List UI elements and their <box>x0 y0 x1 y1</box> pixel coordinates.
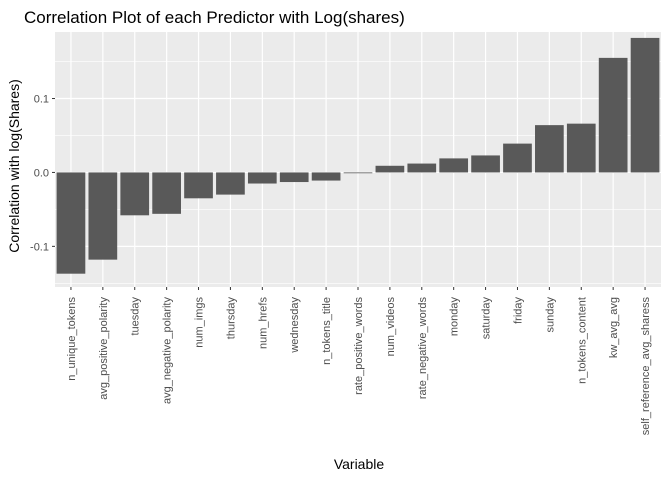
bar <box>279 172 309 183</box>
x-tick-label: avg_negative_polarity <box>162 297 174 405</box>
bar <box>120 172 150 216</box>
bar <box>247 172 277 184</box>
x-tick-label: kw_avg_avg <box>608 297 620 358</box>
y-tick-label: 0.1 <box>34 94 49 106</box>
bar <box>407 163 437 173</box>
bar <box>503 143 532 173</box>
x-tick-label: wednesday <box>289 297 301 354</box>
y-axis: -0.1 0.0 0.1 <box>30 94 55 253</box>
x-tick-label: n_tokens_content <box>576 297 588 384</box>
bars <box>56 37 660 274</box>
x-axis: n_unique_tokens avg_positive_polarity tues… <box>66 287 652 435</box>
x-tick-label: n_unique_tokens <box>66 297 78 381</box>
x-tick-label: tuesday <box>130 297 142 336</box>
bar <box>566 123 596 173</box>
x-tick-label: num_hrefs <box>257 297 269 349</box>
bar <box>56 172 86 274</box>
bar <box>630 37 660 173</box>
bar <box>375 165 405 173</box>
x-tick-label: friday <box>512 297 524 324</box>
y-tick-label: -0.1 <box>30 241 49 253</box>
x-tick-label: num_imgs <box>194 297 206 348</box>
x-tick-label: rate_negative_words <box>417 297 429 400</box>
x-tick-label: num_videos <box>385 297 397 357</box>
bar <box>311 172 341 181</box>
x-axis-title: Variable <box>334 456 385 472</box>
x-tick-label: thursday <box>225 297 237 340</box>
bar <box>439 158 469 173</box>
x-tick-label: monday <box>449 297 461 337</box>
bar <box>343 172 373 174</box>
bar <box>216 172 245 195</box>
bar <box>598 57 628 173</box>
x-tick-label: self_reference_avg_sharess <box>640 297 652 436</box>
bar <box>471 155 500 173</box>
bar <box>88 172 118 260</box>
y-tick-label: 0.0 <box>34 167 49 179</box>
chart-title: Correlation Plot of each Predictor with … <box>24 8 405 27</box>
x-tick-label: avg_positive_polarity <box>98 297 110 400</box>
x-tick-label: sunday <box>544 297 556 333</box>
x-tick-label: n_tokens_title <box>321 297 333 365</box>
bar <box>152 172 181 214</box>
x-tick-label: saturday <box>481 297 493 340</box>
bar <box>535 125 564 173</box>
bar <box>184 172 213 199</box>
x-tick-label: rate_positive_words <box>353 297 365 395</box>
y-axis-title: Correlation with log(Shares) <box>6 79 22 253</box>
